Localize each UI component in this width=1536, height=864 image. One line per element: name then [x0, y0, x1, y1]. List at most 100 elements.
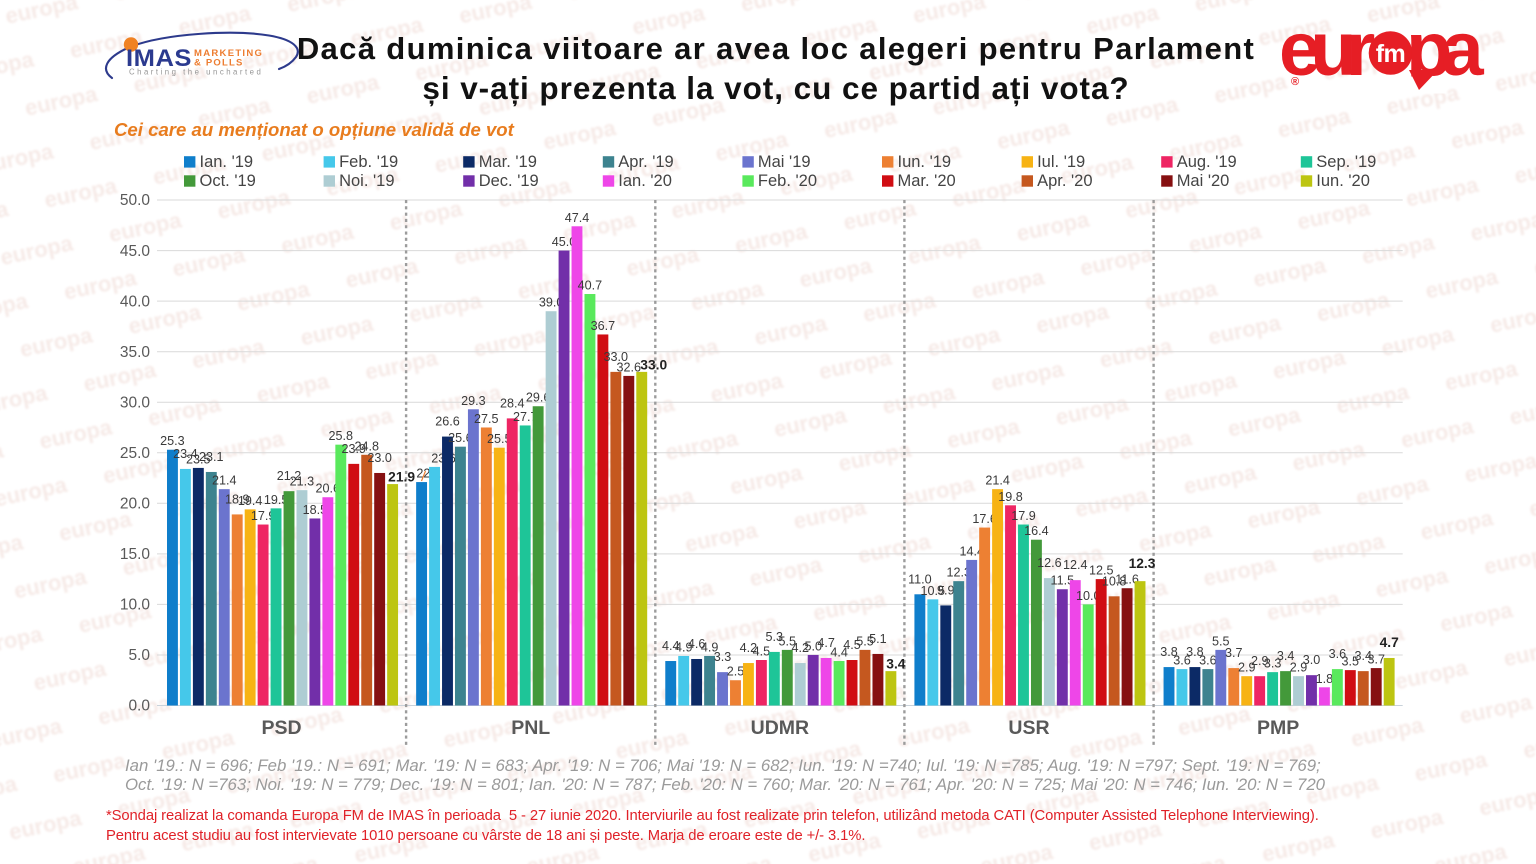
- svg-text:12.3: 12.3: [1129, 556, 1156, 571]
- svg-text:PNL: PNL: [511, 717, 550, 739]
- svg-text:25.5: 25.5: [487, 432, 512, 446]
- svg-text:4.6: 4.6: [688, 637, 706, 651]
- svg-text:Mai '20: Mai '20: [1177, 172, 1230, 190]
- svg-text:40.7: 40.7: [578, 279, 603, 293]
- svg-text:Mai '19: Mai '19: [758, 153, 811, 171]
- svg-text:4.9: 4.9: [675, 641, 693, 655]
- svg-text:10.8: 10.8: [1102, 574, 1127, 588]
- svg-text:19.8: 19.8: [998, 490, 1023, 504]
- svg-text:9.9: 9.9: [937, 583, 955, 597]
- svg-text:18.5: 18.5: [303, 503, 328, 517]
- svg-text:20.6: 20.6: [316, 482, 341, 496]
- svg-text:Mar. '19: Mar. '19: [479, 153, 537, 171]
- svg-text:Iul. '19: Iul. '19: [1037, 153, 1085, 171]
- svg-text:19.4: 19.4: [238, 494, 263, 508]
- svg-text:12.3: 12.3: [946, 566, 971, 580]
- svg-text:3.7: 3.7: [1367, 653, 1385, 667]
- svg-text:14.4: 14.4: [959, 544, 984, 558]
- svg-text:16.4: 16.4: [1024, 524, 1049, 538]
- svg-text:0.0: 0.0: [128, 698, 150, 715]
- svg-text:17.9: 17.9: [251, 509, 276, 523]
- svg-text:Charting the uncharted: Charting the uncharted: [129, 68, 263, 77]
- svg-text:& POLLS: & POLLS: [194, 58, 244, 69]
- svg-text:1.8: 1.8: [1316, 672, 1334, 686]
- svg-text:15.0: 15.0: [120, 546, 151, 563]
- svg-text:21.2: 21.2: [277, 469, 302, 483]
- svg-text:21.9: 21.9: [388, 470, 415, 485]
- svg-text:21.4: 21.4: [212, 474, 237, 488]
- svg-text:5.0: 5.0: [804, 640, 822, 654]
- svg-text:17.9: 17.9: [1011, 509, 1036, 523]
- svg-text:USR: USR: [1008, 717, 1049, 739]
- svg-text:Aug. '19: Aug. '19: [1177, 153, 1237, 171]
- svg-text:25.6: 25.6: [448, 431, 473, 445]
- svg-text:21.3: 21.3: [290, 475, 315, 489]
- svg-text:5.5: 5.5: [779, 634, 797, 648]
- svg-text:3.4: 3.4: [1277, 649, 1295, 663]
- svg-text:33.0: 33.0: [604, 350, 629, 364]
- svg-text:12.6: 12.6: [1037, 556, 1062, 570]
- svg-text:23.1: 23.1: [199, 450, 224, 464]
- svg-text:10.0: 10.0: [1076, 589, 1101, 603]
- svg-text:20.0: 20.0: [120, 496, 151, 513]
- svg-text:PSD: PSD: [262, 717, 302, 739]
- svg-text:Feb. '20: Feb. '20: [758, 172, 817, 190]
- svg-text:11.5: 11.5: [1051, 574, 1075, 588]
- svg-text:3.8: 3.8: [1160, 645, 1178, 659]
- svg-text:3.5: 3.5: [1342, 655, 1360, 669]
- svg-text:29.3: 29.3: [461, 394, 486, 408]
- svg-text:Noi. '19: Noi. '19: [339, 172, 394, 190]
- svg-text:24.8: 24.8: [354, 439, 379, 453]
- svg-text:23.0: 23.0: [367, 451, 392, 465]
- svg-text:4.2: 4.2: [740, 641, 758, 655]
- svg-text:Oct. '19: Oct. '19: [200, 172, 256, 190]
- svg-text:4.4: 4.4: [662, 639, 680, 653]
- svg-text:28.4: 28.4: [500, 396, 525, 410]
- svg-text:Sep. '19: Sep. '19: [1316, 153, 1376, 171]
- svg-text:5.1: 5.1: [869, 632, 887, 646]
- svg-text:UDMR: UDMR: [751, 717, 810, 739]
- svg-text:3.3: 3.3: [714, 650, 732, 664]
- svg-text:4.9: 4.9: [701, 641, 719, 655]
- svg-text:45.0: 45.0: [552, 235, 577, 249]
- svg-text:4.2: 4.2: [791, 641, 809, 655]
- svg-text:18.9: 18.9: [225, 492, 250, 506]
- svg-text:5.3: 5.3: [766, 630, 784, 644]
- svg-text:Apr. '20: Apr. '20: [1037, 172, 1092, 190]
- svg-text:45.0: 45.0: [120, 243, 151, 260]
- svg-text:11.6: 11.6: [1115, 573, 1139, 587]
- svg-text:3.6: 3.6: [1173, 654, 1191, 668]
- svg-text:Ian. '19: Ian. '19: [200, 153, 254, 171]
- svg-text:3.3: 3.3: [1264, 657, 1282, 671]
- svg-text:Ian. '20: Ian. '20: [618, 172, 672, 190]
- svg-text:fm: fm: [1376, 40, 1406, 68]
- svg-text:3.4: 3.4: [1355, 649, 1373, 663]
- svg-text:47.4: 47.4: [565, 211, 590, 225]
- svg-text:4.5: 4.5: [843, 638, 861, 652]
- svg-text:5.5: 5.5: [1212, 634, 1230, 648]
- svg-text:10.0: 10.0: [120, 597, 151, 614]
- svg-text:12.5: 12.5: [1089, 564, 1114, 578]
- svg-text:®: ®: [1291, 76, 1299, 88]
- svg-text:23.5: 23.5: [186, 452, 211, 466]
- svg-text:3.6: 3.6: [1329, 647, 1347, 661]
- svg-text:3.7: 3.7: [1225, 646, 1243, 660]
- svg-text:4.4: 4.4: [830, 646, 848, 660]
- svg-text:25.3: 25.3: [160, 434, 185, 448]
- svg-text:17.6: 17.6: [972, 512, 997, 526]
- svg-text:4.7: 4.7: [817, 636, 835, 650]
- svg-text:MARKETING: MARKETING: [194, 48, 263, 59]
- svg-text:10.5: 10.5: [921, 584, 946, 598]
- svg-text:2.5: 2.5: [727, 665, 745, 679]
- svg-text:35.0: 35.0: [120, 344, 151, 361]
- svg-text:4.7: 4.7: [1380, 635, 1400, 650]
- svg-text:PMP: PMP: [1257, 717, 1299, 739]
- svg-text:Feb. '19: Feb. '19: [339, 153, 398, 171]
- svg-text:29.6: 29.6: [526, 391, 551, 405]
- svg-text:36.7: 36.7: [591, 319, 616, 333]
- svg-text:IMAS: IMAS: [126, 45, 192, 72]
- svg-text:2.9: 2.9: [1290, 661, 1308, 675]
- svg-text:5.0: 5.0: [128, 647, 150, 664]
- svg-text:11.0: 11.0: [908, 572, 932, 586]
- svg-text:23.4: 23.4: [173, 447, 198, 461]
